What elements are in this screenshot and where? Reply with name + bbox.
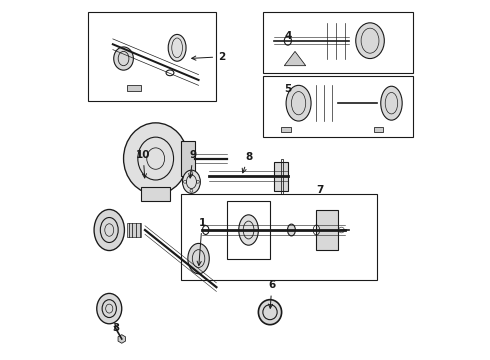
Bar xyxy=(317,210,338,249)
Ellipse shape xyxy=(356,23,384,59)
Bar xyxy=(142,187,170,202)
Bar xyxy=(227,202,270,258)
FancyArrow shape xyxy=(127,223,142,237)
Bar xyxy=(273,162,288,191)
Bar xyxy=(127,85,142,91)
Text: 10: 10 xyxy=(136,150,150,178)
Bar xyxy=(281,158,283,194)
Ellipse shape xyxy=(239,215,258,245)
Bar xyxy=(281,127,292,132)
Ellipse shape xyxy=(188,243,209,274)
Text: 3: 3 xyxy=(113,323,120,333)
Ellipse shape xyxy=(182,170,200,193)
Ellipse shape xyxy=(288,224,295,236)
Bar xyxy=(263,12,413,73)
Ellipse shape xyxy=(114,47,133,70)
Ellipse shape xyxy=(258,300,282,325)
Ellipse shape xyxy=(97,293,122,324)
Bar xyxy=(181,194,377,280)
Text: 2: 2 xyxy=(192,52,225,62)
Ellipse shape xyxy=(123,123,188,194)
Text: 9: 9 xyxy=(189,150,197,178)
Text: 4: 4 xyxy=(284,31,292,41)
Bar xyxy=(88,12,217,102)
Ellipse shape xyxy=(381,86,402,120)
Bar xyxy=(181,141,195,176)
Polygon shape xyxy=(284,51,306,66)
Text: 6: 6 xyxy=(268,280,275,308)
Text: 1: 1 xyxy=(197,218,206,265)
Bar xyxy=(263,76,413,137)
Text: 8: 8 xyxy=(242,152,252,173)
Ellipse shape xyxy=(94,210,124,251)
Ellipse shape xyxy=(286,85,311,121)
Ellipse shape xyxy=(168,35,186,61)
Text: 7: 7 xyxy=(317,185,324,194)
Text: 5: 5 xyxy=(284,85,292,94)
Bar xyxy=(373,127,383,132)
